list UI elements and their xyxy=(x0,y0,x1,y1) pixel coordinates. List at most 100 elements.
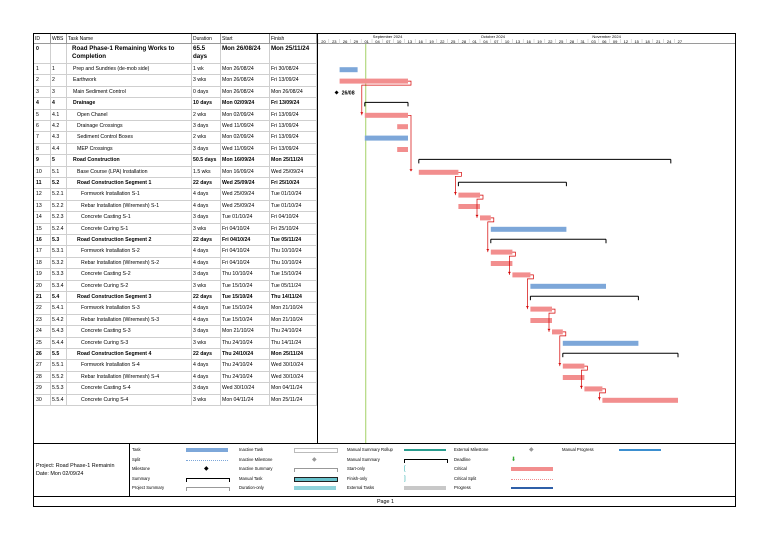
row-duration[interactable]: 4 days xyxy=(192,189,221,200)
row-duration[interactable]: 3 days xyxy=(192,269,221,280)
row-finish[interactable]: Thu 14/11/24 xyxy=(270,292,317,303)
task-row[interactable]: 9 5 Road Construction 50.5 days Mon 16/09/24… xyxy=(34,155,317,167)
row-task-name[interactable]: Concrete Casting S-3 xyxy=(67,326,192,337)
row-task-name[interactable]: Base Course (LPA) Installation xyxy=(67,166,192,177)
row-finish[interactable]: Fri 13/09/24 xyxy=(270,98,317,109)
row-id[interactable]: 21 xyxy=(34,292,51,303)
row-duration[interactable]: 3 wks xyxy=(192,394,221,405)
row-task-name[interactable]: Rebar Installation (Wiremesh) S-1 xyxy=(67,200,192,212)
row-duration[interactable]: 3 days xyxy=(192,212,221,223)
row-start[interactable]: Wed 30/10/24 xyxy=(221,383,270,394)
row-id[interactable]: 3 xyxy=(34,86,51,98)
task-row[interactable]: 8 4.4 MEP Crossings 3 days Wed 11/09/24 Fri 1… xyxy=(34,143,317,156)
row-finish[interactable]: Thu 14/11/24 xyxy=(270,337,317,348)
row-task-name[interactable]: Formwork Installation S-4 xyxy=(67,360,192,371)
task-row[interactable]: 13 5.2.2 Rebar Installation (Wiremesh) S-1… xyxy=(34,200,317,213)
row-task-name[interactable]: Rebar Installation (Wiremesh) S-4 xyxy=(67,371,192,383)
row-start[interactable]: Tue 01/10/24 xyxy=(221,212,270,223)
row-task-name[interactable]: Concrete Curing S-1 xyxy=(67,223,192,234)
row-finish[interactable]: Tue 05/11/24 xyxy=(270,280,317,291)
header-wbs[interactable]: WBS xyxy=(51,34,67,44)
row-id[interactable]: 2 xyxy=(34,75,51,86)
row-wbs[interactable]: 5.4.4 xyxy=(51,337,67,348)
row-task-name[interactable]: Road Construction Segment 1 xyxy=(67,178,192,189)
row-id[interactable]: 22 xyxy=(34,303,51,314)
row-task-name[interactable]: Road Phase-1 Remaining Works to Completi… xyxy=(67,44,192,63)
row-start[interactable]: Tue 15/10/24 xyxy=(221,314,270,326)
row-id[interactable]: 19 xyxy=(34,269,51,280)
row-wbs[interactable]: 5.4.2 xyxy=(51,314,67,326)
row-task-name[interactable]: Earthwork xyxy=(67,75,192,86)
row-start[interactable]: Wed 11/09/24 xyxy=(221,143,270,155)
row-duration[interactable]: 1.5 wks xyxy=(192,166,221,177)
row-finish[interactable]: Wed 30/10/24 xyxy=(270,371,317,383)
row-start[interactable]: Thu 24/10/24 xyxy=(221,371,270,383)
row-task-name[interactable]: Concrete Curing S-2 xyxy=(67,280,192,291)
row-duration[interactable]: 10 days xyxy=(192,98,221,109)
row-task-name[interactable]: MEP Crossings xyxy=(67,143,192,155)
row-finish[interactable]: Fri 13/09/24 xyxy=(270,143,317,155)
row-finish[interactable]: Fri 13/09/24 xyxy=(270,75,317,86)
row-start[interactable]: Fri 04/10/24 xyxy=(221,257,270,269)
row-start[interactable]: Mon 26/08/24 xyxy=(221,44,270,63)
row-duration[interactable]: 3 wks xyxy=(192,75,221,86)
row-finish[interactable]: Mon 21/10/24 xyxy=(270,303,317,314)
row-id[interactable]: 17 xyxy=(34,246,51,257)
row-finish[interactable]: Tue 15/10/24 xyxy=(270,269,317,280)
row-start[interactable]: Mon 21/10/24 xyxy=(221,326,270,337)
row-duration[interactable]: 22 days xyxy=(192,235,221,246)
task-row[interactable]: 20 5.3.4 Concrete Curing S-2 3 wks Tue 15/10… xyxy=(34,280,317,292)
row-duration[interactable]: 65.5 days xyxy=(192,44,221,63)
row-wbs[interactable]: 5.5.2 xyxy=(51,371,67,383)
row-wbs[interactable]: 5.3.3 xyxy=(51,269,67,280)
row-finish[interactable]: Thu 24/10/24 xyxy=(270,326,317,337)
row-wbs[interactable]: 4.1 xyxy=(51,109,67,120)
row-start[interactable]: Mon 02/09/24 xyxy=(221,98,270,109)
task-row[interactable]: 2 2 Earthwork 3 wks Mon 26/08/24 Fri 13/09/24 xyxy=(34,75,317,87)
row-task-name[interactable]: Rebar Installation (Wiremesh) S-3 xyxy=(67,314,192,326)
task-row[interactable]: 14 5.2.3 Concrete Casting S-1 3 days Tue 01/… xyxy=(34,212,317,224)
row-finish[interactable]: Mon 25/11/24 xyxy=(270,394,317,405)
task-row[interactable]: 27 5.5.1 Formwork Installation S-4 4 days Th… xyxy=(34,360,317,372)
row-task-name[interactable]: Concrete Casting S-2 xyxy=(67,269,192,280)
row-finish[interactable]: Fri 04/10/24 xyxy=(270,212,317,223)
row-start[interactable]: Mon 16/09/24 xyxy=(221,155,270,166)
row-wbs[interactable]: 5.2.2 xyxy=(51,200,67,212)
task-row[interactable]: 12 5.2.1 Formwork Installation S-1 4 days We… xyxy=(34,189,317,201)
row-wbs[interactable]: 5.4 xyxy=(51,292,67,303)
row-id[interactable]: 14 xyxy=(34,212,51,223)
row-task-name[interactable]: Concrete Curing S-3 xyxy=(67,337,192,348)
header-id[interactable]: ID xyxy=(34,34,51,44)
row-start[interactable]: Wed 11/09/24 xyxy=(221,121,270,132)
row-wbs[interactable]: 5.4.3 xyxy=(51,326,67,337)
row-finish[interactable]: Mon 26/08/24 xyxy=(270,86,317,98)
task-row[interactable]: 10 5.1 Base Course (LPA) Installation 1.5 w… xyxy=(34,166,317,178)
row-start[interactable]: Fri 04/10/24 xyxy=(221,246,270,257)
row-id[interactable]: 23 xyxy=(34,314,51,326)
row-duration[interactable]: 1 wk xyxy=(192,64,221,75)
row-duration[interactable]: 4 days xyxy=(192,257,221,269)
task-row[interactable]: 25 5.4.4 Concrete Curing S-3 3 wks Thu 24/10… xyxy=(34,337,317,349)
row-id[interactable]: 30 xyxy=(34,394,51,405)
row-duration[interactable]: 22 days xyxy=(192,349,221,360)
task-row[interactable]: 21 5.4 Road Construction Segment 3 22 days T… xyxy=(34,292,317,304)
row-task-name[interactable]: Open Chanel xyxy=(67,109,192,120)
row-start[interactable]: Mon 02/09/24 xyxy=(221,132,270,143)
row-start[interactable]: Wed 25/09/24 xyxy=(221,200,270,212)
row-id[interactable]: 4 xyxy=(34,98,51,109)
row-wbs[interactable]: 5.3 xyxy=(51,235,67,246)
row-task-name[interactable]: Road Construction Segment 2 xyxy=(67,235,192,246)
row-start[interactable]: Mon 04/11/24 xyxy=(221,394,270,405)
row-finish[interactable]: Fri 13/09/24 xyxy=(270,132,317,143)
row-start[interactable]: Mon 26/08/24 xyxy=(221,86,270,98)
task-row[interactable]: 16 5.3 Road Construction Segment 2 22 days F… xyxy=(34,235,317,247)
task-row[interactable]: 29 5.5.3 Concrete Casting S-4 3 days Wed 30/… xyxy=(34,383,317,395)
row-start[interactable]: Thu 24/10/24 xyxy=(221,337,270,348)
row-duration[interactable]: 3 days xyxy=(192,121,221,132)
header-task-name[interactable]: Task Name xyxy=(67,34,192,44)
row-wbs[interactable]: 5.3.4 xyxy=(51,280,67,291)
row-duration[interactable]: 3 wks xyxy=(192,223,221,234)
row-task-name[interactable]: Road Construction Segment 3 xyxy=(67,292,192,303)
task-row[interactable]: 11 5.2 Road Construction Segment 1 22 days W… xyxy=(34,178,317,190)
row-wbs[interactable]: 5.1 xyxy=(51,166,67,177)
